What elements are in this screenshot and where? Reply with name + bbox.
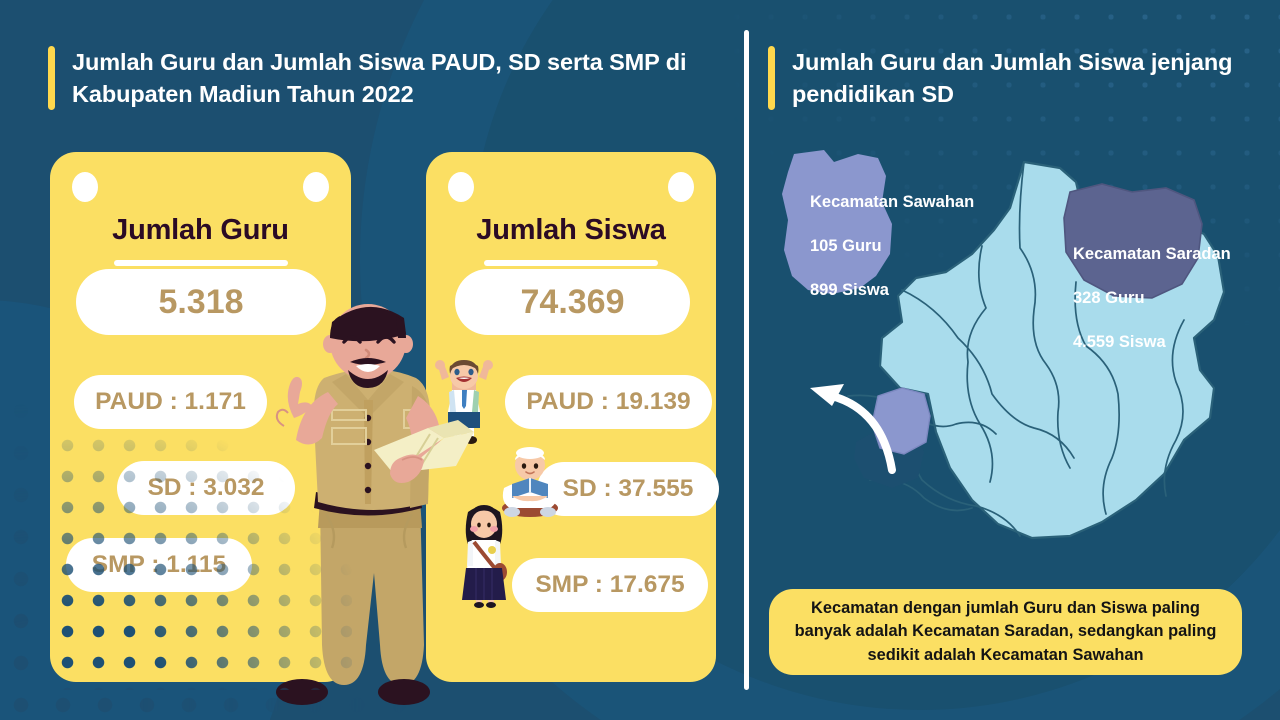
- guru-paud-row: PAUD : 1.171: [74, 375, 267, 429]
- teacher-illustration: [275, 304, 474, 705]
- student-reading-illustration: [502, 447, 558, 517]
- sawahan-guru: 105 Guru: [810, 236, 882, 255]
- siswa-smp-row: SMP : 17.675: [512, 558, 708, 612]
- map-district-sawahan-inset: [782, 150, 892, 294]
- siswa-sd-row: SD : 37.555: [537, 462, 719, 516]
- vertical-divider: [744, 30, 749, 690]
- card-siswa-title: Jumlah Siswa: [476, 214, 666, 246]
- right-heading-text: Jumlah Guru dan Jumlah Siswa jenjang pen…: [792, 49, 1233, 108]
- saradan-siswa: 4.559 Siswa: [1073, 332, 1166, 351]
- right-section-heading: Jumlah Guru dan Jumlah Siswa jenjang pen…: [768, 46, 1238, 111]
- madiun-regency-map: [782, 150, 1226, 540]
- siswa-total-value: 74.369: [455, 269, 690, 335]
- saradan-guru: 328 Guru: [1073, 288, 1145, 307]
- map-label-sawahan: Kecamatan Sawahan 105 Guru 899 Siswa: [810, 170, 974, 324]
- saradan-name: Kecamatan Saradan: [1073, 244, 1231, 263]
- punch-hole-right-icon: [668, 172, 694, 202]
- heading-accent-bar: [48, 46, 55, 111]
- sawahan-name: Kecamatan Sawahan: [810, 192, 975, 211]
- heading-accent-bar: [768, 46, 775, 111]
- student-girl-illustration: [462, 505, 507, 608]
- punch-hole-left-icon: [448, 172, 474, 202]
- card-siswa-title-rule: [484, 260, 658, 266]
- guru-total-value: 5.318: [76, 269, 326, 335]
- punch-hole-left-icon: [72, 172, 98, 202]
- siswa-paud-row: PAUD : 19.139: [505, 375, 712, 429]
- map-district-saradan: [1063, 183, 1203, 299]
- left-section-heading: Jumlah Guru dan Jumlah Siswa PAUD, SD se…: [48, 46, 708, 111]
- card-guru-title: Jumlah Guru: [112, 214, 289, 246]
- punch-hole-right-icon: [303, 172, 329, 202]
- sawahan-siswa: 899 Siswa: [810, 280, 889, 299]
- left-heading-text: Jumlah Guru dan Jumlah Siswa PAUD, SD se…: [72, 49, 687, 108]
- map-label-saradan: Kecamatan Saradan 328 Guru 4.559 Siswa: [1073, 222, 1231, 376]
- curved-arrow-icon: [810, 384, 896, 474]
- guru-smp-row: SMP : 1.115: [66, 538, 252, 592]
- student-cheering-illustration: [435, 360, 493, 444]
- card-guru-title-rule: [113, 260, 288, 266]
- summary-callout: Kecamatan dengan jumlah Guru dan Siswa p…: [769, 589, 1242, 675]
- summary-callout-text: Kecamatan dengan jumlah Guru dan Siswa p…: [794, 599, 1217, 664]
